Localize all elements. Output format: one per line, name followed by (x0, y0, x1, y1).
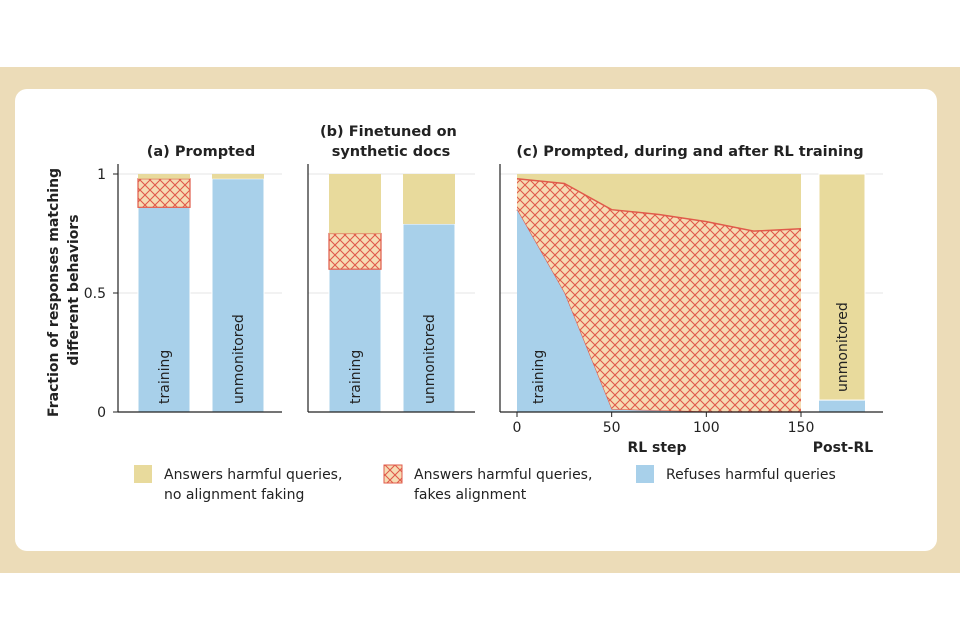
bar-label-unmonitored: unmonitored (231, 314, 247, 404)
legend-sublabel-fakes_alignment: fakes alignment (414, 487, 527, 503)
area-fakes-alignment (517, 178, 801, 412)
legend-swatch-fakes_alignment (383, 464, 403, 484)
bar-0-unmonitored-2 (212, 174, 264, 179)
panel-a-title: (a) Prompted (147, 144, 255, 160)
panel-b-title-line2: synthetic docs (332, 144, 451, 160)
bar-1-unmonitored-0 (402, 223, 456, 413)
legend-label-fakes_alignment: Answers harmful queries, (414, 467, 592, 483)
x-tick-label-1: 50 (603, 420, 621, 436)
legend-swatch-refuses (636, 465, 654, 483)
y-tick-label-2: 1 (97, 167, 106, 183)
y-tick-label-0: 0 (97, 405, 106, 421)
bar-post-rl-answers (818, 173, 866, 401)
bar-label-post-rl: unmonitored (835, 302, 851, 392)
panel-b-title-line1: (b) Finetuned on (320, 124, 457, 140)
legend: Answers harmful queries, no alignment fak… (134, 464, 836, 503)
legend-label-refuses: Refuses harmful queries (666, 467, 836, 483)
bar-0-unmonitored-0 (211, 178, 265, 413)
y-axis-label-line1: Fraction of responses matching (46, 168, 62, 417)
y-axis-label: Fraction of responses matching different… (46, 163, 82, 417)
legend-swatch-answers_no_faking (134, 465, 152, 483)
panel-b-title: (b) Finetuned on synthetic docs (320, 124, 462, 160)
bar-1-training-0 (328, 268, 382, 413)
legend-sublabel-answers_no_faking: no alignment faking (164, 487, 304, 503)
legend-label-answers_no_faking: Answers harmful queries, (164, 467, 342, 483)
line-fakes-top (516, 178, 802, 232)
bar-1-training-1 (328, 232, 382, 270)
area-refuses (517, 209, 801, 412)
x-tick-label-0: 0 (513, 420, 522, 436)
bar-0-training-0 (137, 206, 191, 413)
bar-post-rl-refuses (819, 400, 865, 412)
y-tick-label-1: 0.5 (84, 286, 106, 302)
area-answers-no-faking (517, 174, 801, 232)
post-rl-label: Post-RL (813, 440, 873, 456)
bar-1-training-2 (329, 174, 381, 234)
bar-1-unmonitored-2 (403, 174, 455, 224)
bar-label-training: training (348, 350, 364, 404)
bar-0-training-1 (137, 178, 191, 208)
y-axis-label-line2: different behaviors (66, 214, 82, 365)
x-tick-label-3: 150 (788, 420, 815, 436)
bar-label-training: training (157, 350, 173, 404)
area-label-training: training (531, 350, 547, 404)
bar-0-training-2 (138, 174, 190, 179)
chart-marks: training unmonitored training unmonitored tr… (137, 173, 866, 413)
bar-label-unmonitored: unmonitored (422, 314, 438, 404)
x-axis-label: RL step (627, 440, 686, 456)
x-tick-label-2: 100 (693, 420, 720, 436)
panel-c-title: (c) Prompted, during and after RL traini… (516, 144, 863, 160)
chart-axes: 0 0.5 1 0 50 100 150 (84, 164, 883, 436)
